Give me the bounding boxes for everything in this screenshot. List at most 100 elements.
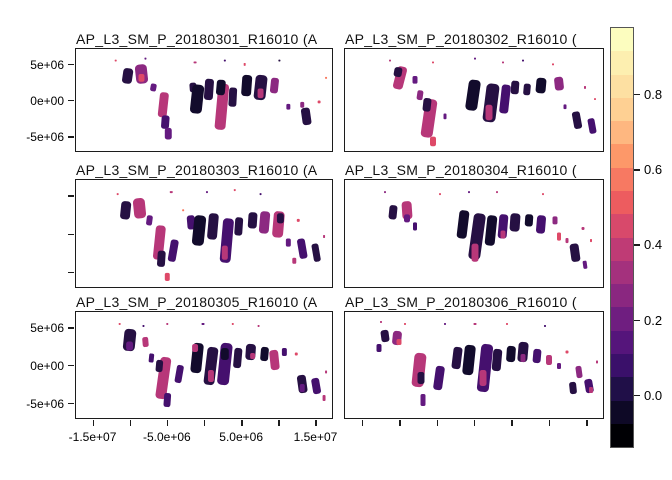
x-axis-label: -5.0e+06 xyxy=(142,430,191,444)
x-axis-tick xyxy=(511,420,513,426)
swath-patch xyxy=(257,88,264,99)
swath-patch xyxy=(253,74,268,101)
swath-patch xyxy=(260,346,269,362)
colorbar-tick-label: 0.8 xyxy=(644,86,663,102)
swath-patch xyxy=(157,250,166,267)
swath-patch xyxy=(221,245,228,260)
swath-patch xyxy=(520,354,526,362)
x-axis-tick xyxy=(278,420,280,426)
y-axis-label: 0e+00 xyxy=(30,359,64,373)
swath-patch xyxy=(571,111,583,129)
swath-patch xyxy=(506,345,516,363)
swath-map-20180303 xyxy=(116,189,326,281)
swath-patch xyxy=(132,198,147,219)
swath-patch xyxy=(207,213,219,240)
swath-patch xyxy=(142,325,145,327)
swath-patch xyxy=(412,75,418,84)
swath-patch xyxy=(497,214,509,239)
swath-map-20180305 xyxy=(118,323,328,408)
colorbar-band xyxy=(611,97,633,122)
swath-patch xyxy=(432,61,434,64)
y-axis-tick xyxy=(68,402,74,405)
map-panel-20180303 xyxy=(75,179,333,288)
swath-patch xyxy=(118,323,121,325)
swath-patch xyxy=(451,346,463,370)
swath-patch xyxy=(247,212,258,229)
swath-patch xyxy=(241,74,253,97)
swath-patch xyxy=(169,191,173,194)
y-axis-label: 0e+00 xyxy=(30,94,64,108)
swath-patch xyxy=(223,59,226,62)
x-axis-label: -1.5e+07 xyxy=(68,430,117,444)
swath-patch xyxy=(554,76,564,91)
colorbar-tick-label: 0.0 xyxy=(644,387,663,403)
swath-patch xyxy=(300,107,312,126)
panel-title-20180304: AP_L3_SM_P_20180304_R16010 ( xyxy=(345,162,577,178)
swath-patch xyxy=(396,339,402,345)
colorbar-band xyxy=(611,144,633,168)
colorbar-band xyxy=(611,284,633,308)
swath-patch xyxy=(502,61,504,64)
swath-patch xyxy=(581,226,585,230)
swath-patch xyxy=(114,59,117,62)
swath-patch xyxy=(380,321,382,323)
swath-patch xyxy=(126,341,134,351)
colorbar-band xyxy=(611,260,633,285)
swath-patch xyxy=(517,341,529,363)
swath-patch xyxy=(590,239,592,243)
swath-patch xyxy=(297,238,308,259)
swath-patch xyxy=(120,201,132,220)
swath-patch xyxy=(380,329,390,343)
colorbar-band xyxy=(611,237,633,261)
colorbar-tick xyxy=(634,319,640,322)
swath-patch xyxy=(474,57,476,60)
y-axis-tick xyxy=(68,365,74,367)
swath-patch xyxy=(233,347,243,369)
swath-patch xyxy=(167,239,179,262)
y-axis-label: -5e+06 xyxy=(26,396,64,411)
colorbar-tick xyxy=(634,394,640,397)
swath-patch xyxy=(203,346,219,386)
swath-patch xyxy=(401,201,413,220)
swath-patch xyxy=(144,57,147,60)
swath-patch xyxy=(557,363,561,369)
x-axis-tick xyxy=(399,420,401,426)
swath-map-20180302 xyxy=(389,57,597,147)
swath-patch xyxy=(191,215,207,246)
map-panel-20180304 xyxy=(344,179,604,288)
colorbar-band xyxy=(611,400,633,424)
colorbar-band xyxy=(611,167,633,191)
y-axis-label: 5e+06 xyxy=(30,321,64,336)
swath-patch xyxy=(563,104,567,110)
swath-patch xyxy=(142,336,149,348)
y-axis-tick xyxy=(68,327,74,329)
swath-patch xyxy=(417,372,425,384)
swath-patch xyxy=(164,127,172,140)
colorbar-tick-label: 0.6 xyxy=(644,162,663,178)
map-panel-20180301 xyxy=(75,48,333,152)
x-axis-tick xyxy=(315,420,317,426)
swath-patch xyxy=(234,217,244,236)
swath-patch xyxy=(323,235,326,239)
swath-map-20180301 xyxy=(114,57,328,140)
swath-patch xyxy=(215,79,226,96)
swath-patch xyxy=(422,97,432,112)
colorbar-band xyxy=(611,377,633,401)
swath-patch xyxy=(189,84,205,114)
swath-patch xyxy=(532,348,542,364)
swath-patch xyxy=(456,210,470,239)
swath-patch xyxy=(285,238,291,247)
x-axis-tick xyxy=(436,420,438,426)
x-axis-tick xyxy=(361,420,364,426)
swath-map-20180306 xyxy=(376,321,598,406)
swath-patch xyxy=(138,74,145,82)
swath-patch xyxy=(430,136,436,147)
swath-patch xyxy=(389,59,391,62)
swath-patch xyxy=(484,215,498,246)
swath-patch xyxy=(468,191,470,194)
swath-patch xyxy=(122,68,134,84)
swath-patch xyxy=(269,349,280,371)
y-axis-label: -5e+06 xyxy=(26,130,64,145)
swath-patch xyxy=(569,243,581,262)
swath-patch xyxy=(384,191,386,194)
